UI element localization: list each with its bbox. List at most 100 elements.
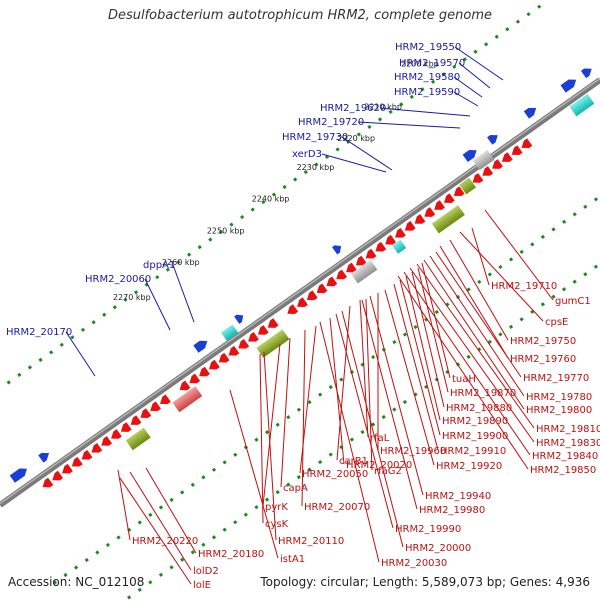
- gc-dot: [572, 212, 577, 217]
- backbone-highlight: [0, 77, 600, 505]
- gc-dot: [583, 272, 588, 277]
- callout-line: [263, 351, 277, 541]
- gene-label: HRM2_19870: [450, 388, 516, 399]
- reverse-gene-arrow: [316, 283, 328, 294]
- callout-line: [229, 389, 279, 559]
- callout-line: [399, 279, 441, 436]
- reverse-gene-arrow: [42, 477, 54, 488]
- gc-dot: [328, 452, 333, 457]
- callout-line: [319, 321, 380, 563]
- reverse-gene-arrow: [120, 422, 132, 432]
- forward-gene-arrow: [332, 245, 342, 255]
- reverse-gene-arrow: [395, 227, 406, 238]
- gene-label: HRM2_20070: [304, 502, 370, 513]
- callout-line: [417, 267, 449, 393]
- reverse-gene-arrow: [434, 200, 445, 210]
- gene-label: xerD3: [292, 149, 322, 160]
- callout-line: [435, 251, 522, 378]
- gc-dot: [314, 162, 319, 167]
- gene-label: HRM2_19850: [530, 465, 596, 476]
- gc-dot: [233, 520, 238, 525]
- callout-line: [429, 255, 525, 397]
- gc-dot: [318, 392, 323, 397]
- callout-line: [361, 299, 418, 510]
- gc-dot: [519, 249, 524, 254]
- gc-dot: [169, 497, 174, 502]
- operon-block: [256, 329, 290, 358]
- reverse-gene-arrow: [326, 276, 338, 287]
- callout-line: [65, 331, 96, 377]
- gc-dot: [264, 497, 270, 502]
- reverse-gene-arrow: [287, 304, 299, 314]
- scale-label: 2240 kbp: [252, 195, 290, 204]
- callout-line: [393, 283, 439, 451]
- gc-dot: [165, 267, 170, 272]
- forward-gene-arrow: [487, 135, 498, 145]
- gc-dot: [254, 437, 259, 442]
- forward-gene-arrow: [462, 150, 477, 162]
- gc-dot: [105, 542, 111, 548]
- gene-label: HRM2_19830: [536, 438, 600, 449]
- callout-line: [484, 209, 554, 301]
- reverse-gene-arrow: [472, 173, 484, 183]
- callout-line: [411, 271, 445, 408]
- gene-label: HRM2_20020: [346, 460, 412, 471]
- reverse-gene-arrow: [346, 262, 357, 273]
- gc-dot: [6, 380, 11, 385]
- gc-dot: [540, 302, 545, 307]
- gene-label: HRM2_19780: [526, 392, 592, 403]
- gc-dot: [296, 407, 301, 412]
- gc-dot: [462, 57, 467, 62]
- gc-dot: [360, 429, 365, 435]
- operon-block: [125, 427, 151, 451]
- callout-line: [453, 91, 479, 107]
- gc-dot: [561, 287, 567, 292]
- gc-dot: [186, 252, 192, 257]
- gc-dot: [222, 460, 227, 465]
- gc-dot: [233, 452, 238, 457]
- reverse-gene-arrow: [521, 138, 533, 149]
- scale-label: 2260 kbp: [162, 258, 200, 267]
- gc-dot: [158, 572, 164, 577]
- gc-dot: [211, 535, 217, 540]
- gene-label: HRM2_20060: [85, 274, 151, 285]
- map-title: Desulfobacterium autotrophicum HRM2, com…: [107, 8, 493, 23]
- gc-dot: [293, 177, 298, 182]
- operon-block: [172, 386, 203, 413]
- gc-dot: [52, 580, 58, 585]
- gc-dot: [551, 227, 556, 232]
- gc-dot: [356, 132, 361, 137]
- gc-dot: [49, 350, 54, 355]
- gc-dot: [155, 275, 160, 280]
- reverse-gene-arrow: [248, 332, 259, 342]
- rna-block: [569, 93, 595, 117]
- reverse-gene-arrow: [101, 436, 113, 446]
- reverse-gene-arrow: [238, 338, 250, 349]
- gene-label: HRM2_19910: [440, 446, 506, 457]
- reverse-gene-arrow: [111, 429, 122, 439]
- gc-dot: [264, 430, 270, 435]
- callout-line: [365, 298, 373, 471]
- gc-dot: [537, 4, 542, 9]
- gene-label: capA: [283, 483, 308, 494]
- gc-dot: [70, 335, 75, 340]
- gc-dot: [261, 199, 266, 205]
- rna-block: [392, 239, 407, 254]
- gene-label: dppA1: [143, 260, 175, 271]
- gc-dot: [240, 214, 245, 220]
- gc-dot: [222, 527, 227, 532]
- reverse-gene-arrow: [336, 269, 348, 280]
- scale-label: 2230 kbp: [297, 163, 335, 172]
- gene-label: HRM2_20050: [302, 469, 368, 480]
- reverse-gene-arrow: [228, 345, 240, 356]
- backbone-line: [0, 77, 600, 508]
- gc-dot: [505, 27, 510, 32]
- gc-dot: [303, 169, 308, 175]
- callout-line: [321, 153, 387, 173]
- gene-label: rfaG2: [374, 466, 402, 477]
- gc-dot: [282, 184, 287, 190]
- gene-label: HRM2_19760: [510, 354, 576, 365]
- gc-dot: [434, 309, 439, 315]
- gc-dot: [102, 312, 107, 317]
- gc-dot: [17, 372, 22, 377]
